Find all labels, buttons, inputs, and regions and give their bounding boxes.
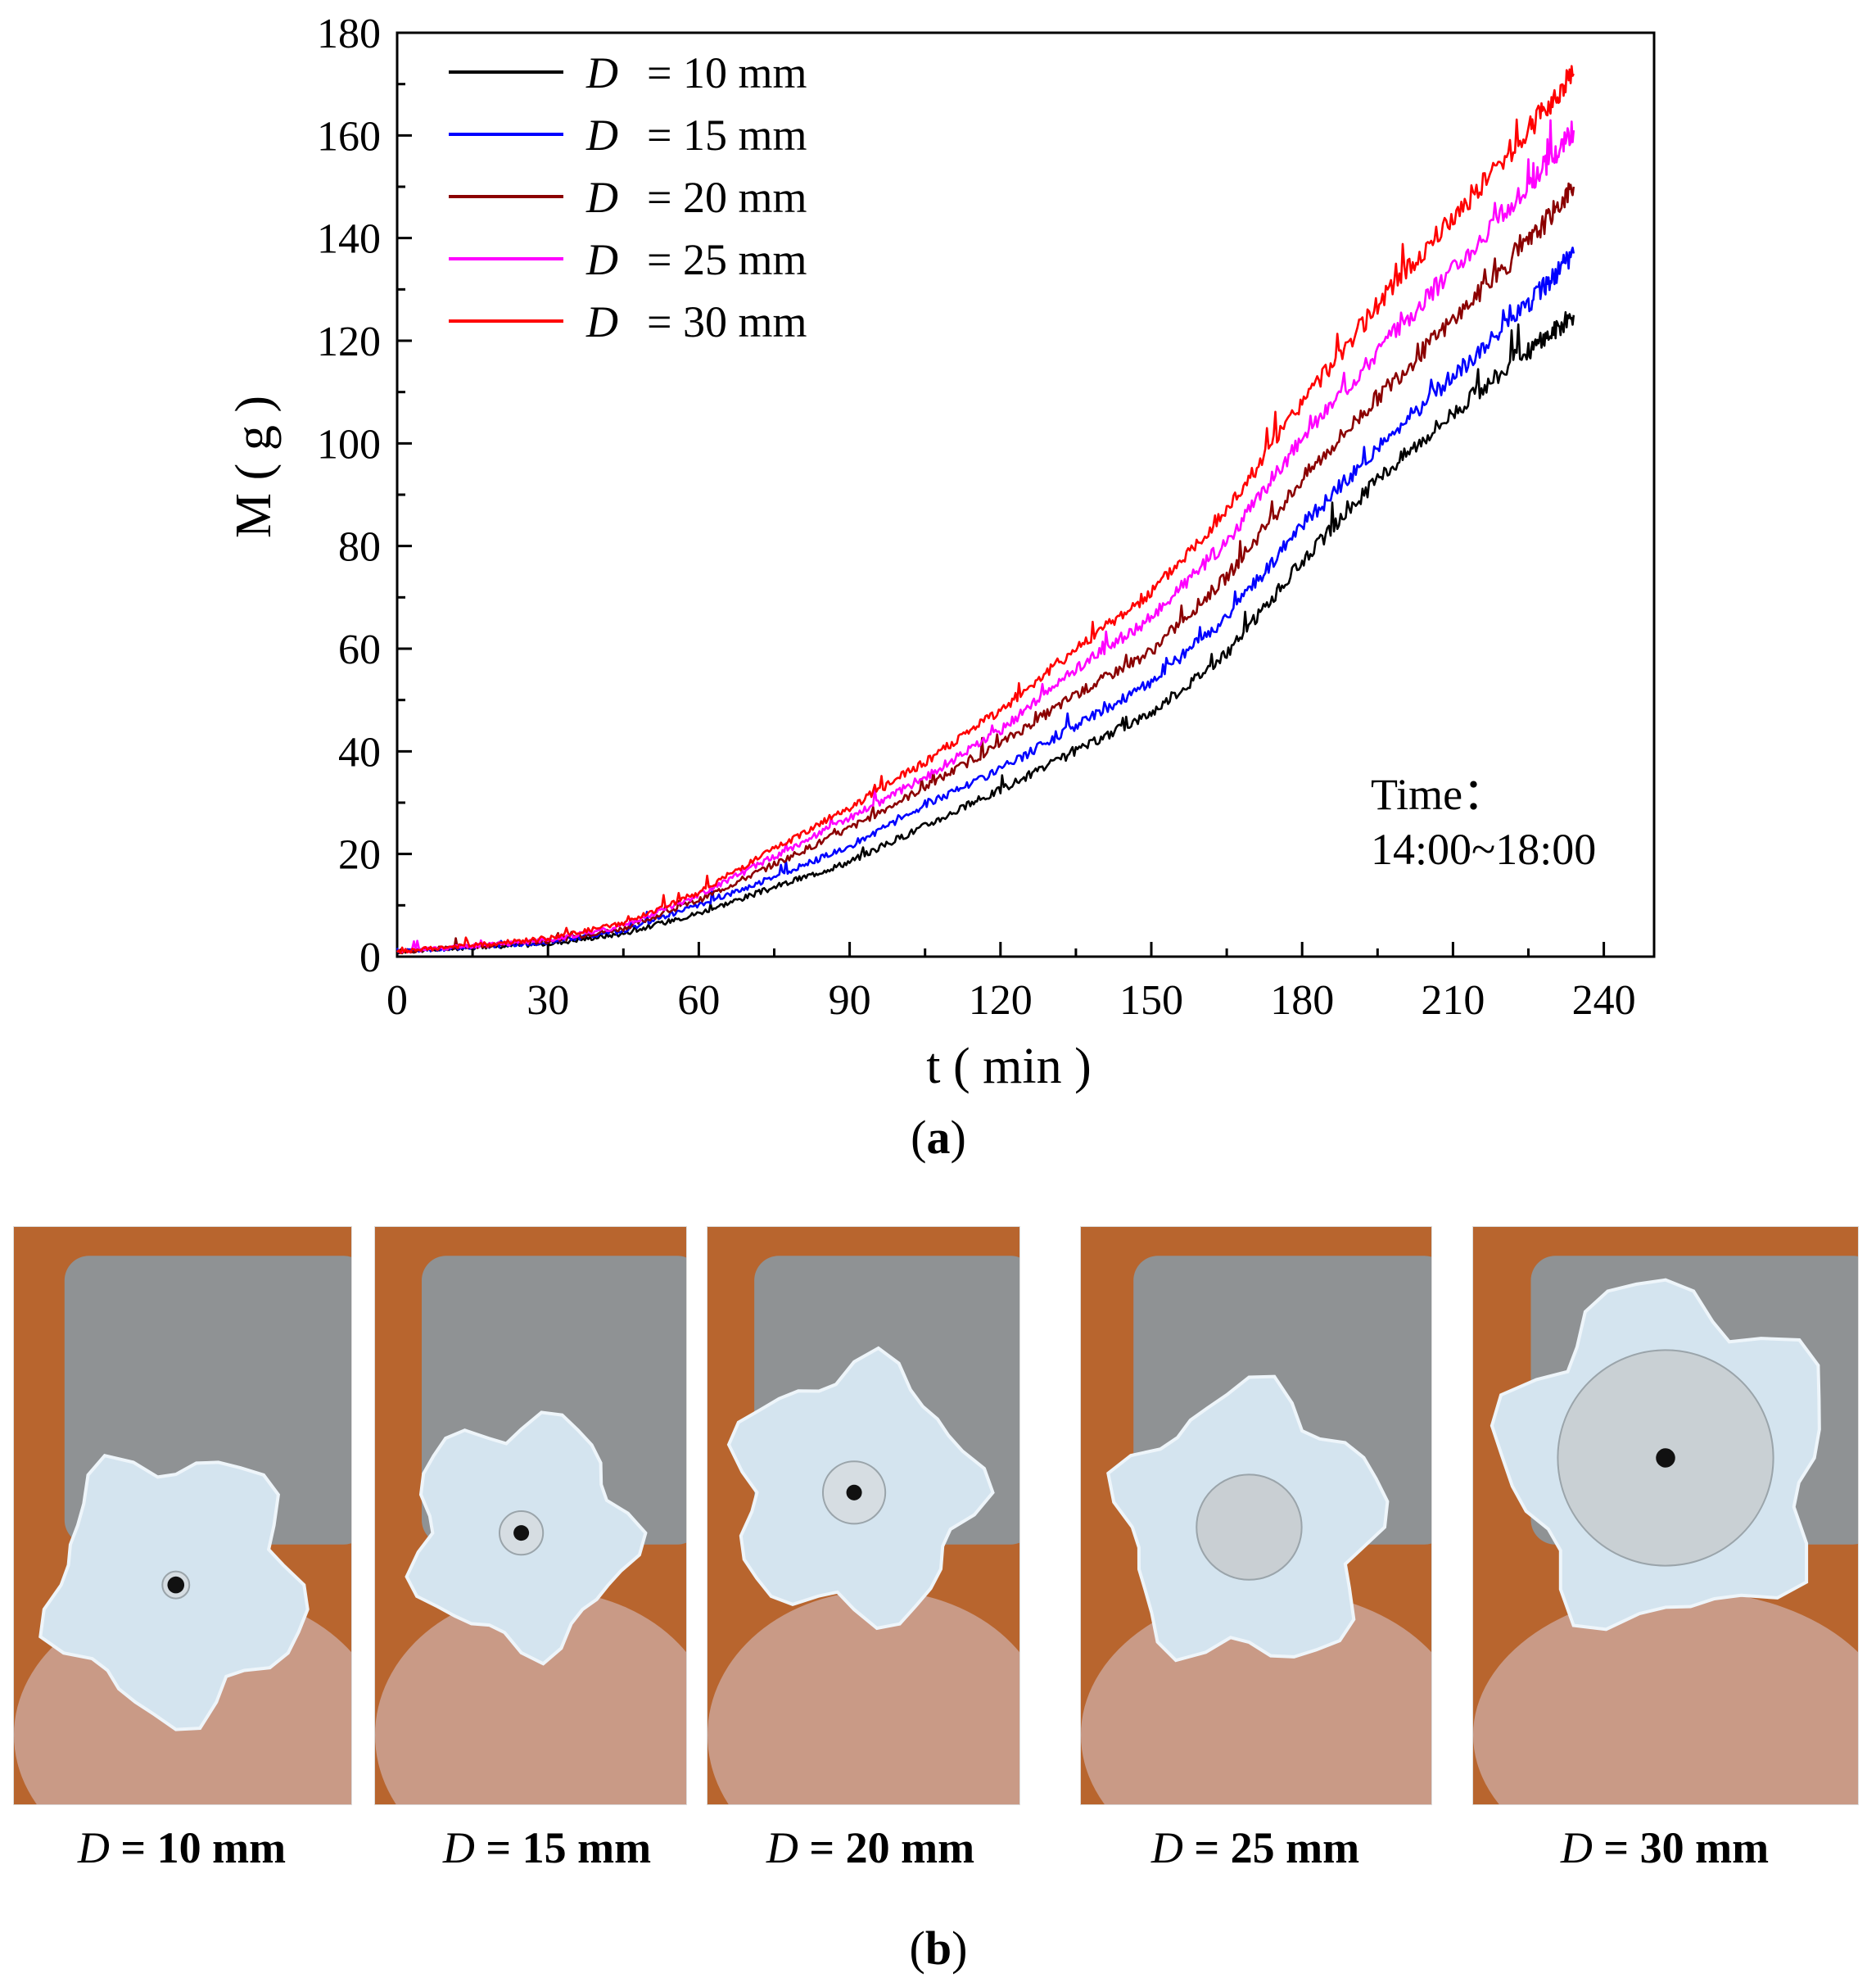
hand [375,1591,686,1804]
panel-a-label: (a) [911,1111,966,1164]
legend-label-var: D [585,111,618,160]
series-line-1 [396,310,1575,955]
hand [707,1591,1019,1804]
x-tick-label: 90 [829,977,871,1024]
series-line-5 [396,65,1575,954]
ice-photo-image [1081,1227,1431,1804]
y-tick-label: 140 [317,216,381,263]
photo-d10 [13,1226,352,1805]
time-annotation-line1: Time： [1371,770,1507,819]
y-tick-label: 180 [317,11,381,57]
series-line-2 [396,247,1575,954]
ice-photo-image [14,1227,351,1804]
legend-label-var: D [585,48,618,97]
ice-photo-image [707,1227,1019,1804]
photo-caption-d30: D = 30 mm [1560,1823,1770,1872]
y-tick-label: 160 [317,113,381,160]
photo-d25 [1080,1226,1432,1805]
legend-label: = 15 mm [647,111,807,160]
panel-b-label: (b) [909,1921,968,1975]
time-annotation-line2: 14:00~18:00 [1371,825,1596,874]
plate-hole [167,1576,185,1594]
plate-hole [1656,1448,1675,1468]
legend-label-var: D [585,235,618,284]
x-axis-label: t ( min ) [926,1039,1091,1094]
plate-hole [513,1525,530,1541]
x-tick-label: 240 [1572,977,1636,1024]
series-line-3 [396,182,1575,955]
photo-caption-d25: D = 25 mm [1150,1823,1360,1872]
y-tick-label: 40 [338,729,381,776]
y-tick-label: 20 [338,832,381,879]
legend-label: = 10 mm [647,48,807,97]
x-tick-label: 60 [677,977,720,1024]
legend-label: = 25 mm [647,235,807,284]
x-tick-label: 150 [1119,977,1183,1024]
y-tick-label: 80 [338,524,381,571]
x-tick-label: 0 [387,977,408,1024]
plate-hole [1240,1518,1259,1537]
photo-d20 [707,1226,1020,1805]
y-axis-label: M ( g ) [226,396,282,538]
x-tick-label: 30 [527,977,569,1024]
ice-photo-image [375,1227,686,1804]
x-tick-label: 180 [1270,977,1334,1024]
mass-vs-time-chart: 0 30 60 90 120 150 180 210 240 0 20 40 60 80 100 120 140… [226,11,1656,1094]
series-line-4 [396,119,1575,954]
legend-label-var: D [585,173,618,222]
ice-photo-image [1473,1227,1858,1804]
legend-label: = 30 mm [647,297,807,346]
photo-d15 [374,1226,687,1805]
x-tick-label: 210 [1421,977,1485,1024]
y-tick-label: 60 [338,627,381,673]
legend-label: = 20 mm [647,173,807,222]
photo-caption-d10: D = 10 mm [77,1823,287,1872]
legend-label-var: D [585,297,618,346]
y-tick-label: 120 [317,319,381,365]
y-tick-label: 100 [317,421,381,468]
x-tick-label: 120 [969,977,1033,1024]
y-tick-label: 0 [359,935,381,981]
photo-caption-d15: D = 15 mm [442,1823,652,1872]
hand [1473,1591,1858,1804]
photo-caption-d20: D = 20 mm [766,1823,975,1872]
plate-hole [846,1484,862,1500]
photo-d30 [1472,1226,1859,1805]
